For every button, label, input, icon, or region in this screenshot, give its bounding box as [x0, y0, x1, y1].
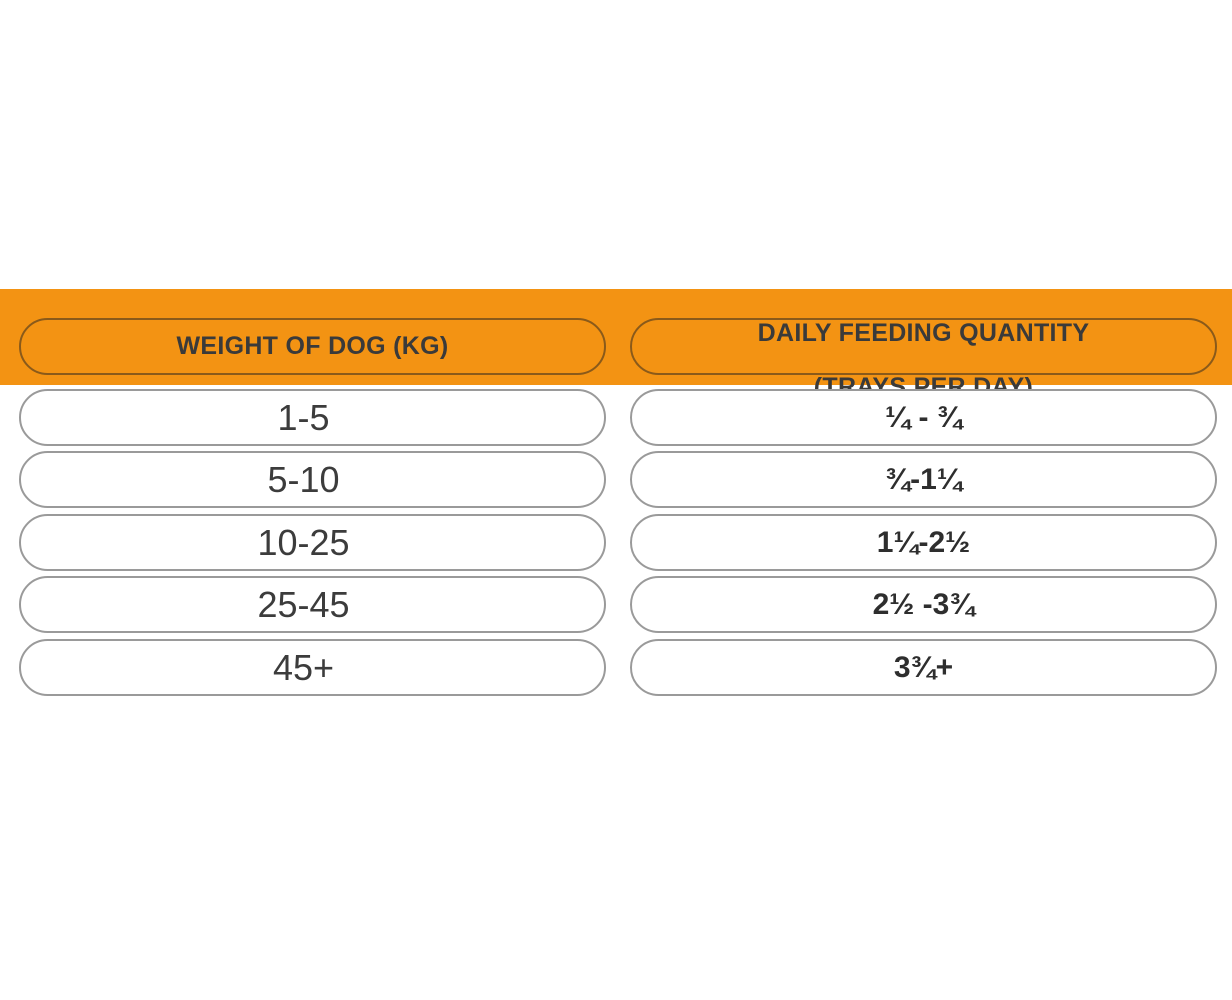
header-weight-label: WEIGHT OF DOG (KG) — [176, 332, 449, 360]
header-quantity-line1: DAILY FEEDING QUANTITY — [757, 318, 1090, 347]
weight-value: 1-5 — [277, 396, 330, 438]
table-row-quantity: 1¼-2½ — [630, 514, 1217, 571]
header-band — [0, 289, 1232, 385]
header-quantity: DAILY FEEDING QUANTITY (TRAYS PER DAY) — [630, 318, 1217, 400]
table-row-weight: 10-25 — [19, 514, 606, 571]
weight-value: 25-45 — [257, 583, 350, 625]
quantity-value: 2½ -3¾ — [872, 587, 975, 621]
table-row-quantity: 2½ -3¾ — [630, 576, 1217, 633]
table-row-weight: 45+ — [19, 639, 606, 696]
quantity-value: 3¾+ — [893, 650, 954, 684]
header-quantity-label: DAILY FEEDING QUANTITY (TRAYS PER DAY) — [758, 293, 1090, 401]
quantity-value: ¼ - ¾ — [885, 400, 962, 434]
table-row-quantity: 3¾+ — [630, 639, 1217, 696]
table-row-quantity: ¼ - ¾ — [630, 389, 1217, 446]
quantity-value: ¾-1¼ — [885, 462, 962, 496]
table-row-weight: 25-45 — [19, 576, 606, 633]
weight-value: 5-10 — [267, 458, 340, 500]
quantity-value: 1¼-2½ — [876, 525, 971, 559]
weight-value: 10-25 — [257, 521, 350, 563]
table-row-quantity: ¾-1¼ — [630, 451, 1217, 508]
header-weight: WEIGHT OF DOG (KG) — [19, 318, 606, 375]
weight-value: 45+ — [272, 646, 335, 688]
table-row-weight: 5-10 — [19, 451, 606, 508]
table-row-weight: 1-5 — [19, 389, 606, 446]
